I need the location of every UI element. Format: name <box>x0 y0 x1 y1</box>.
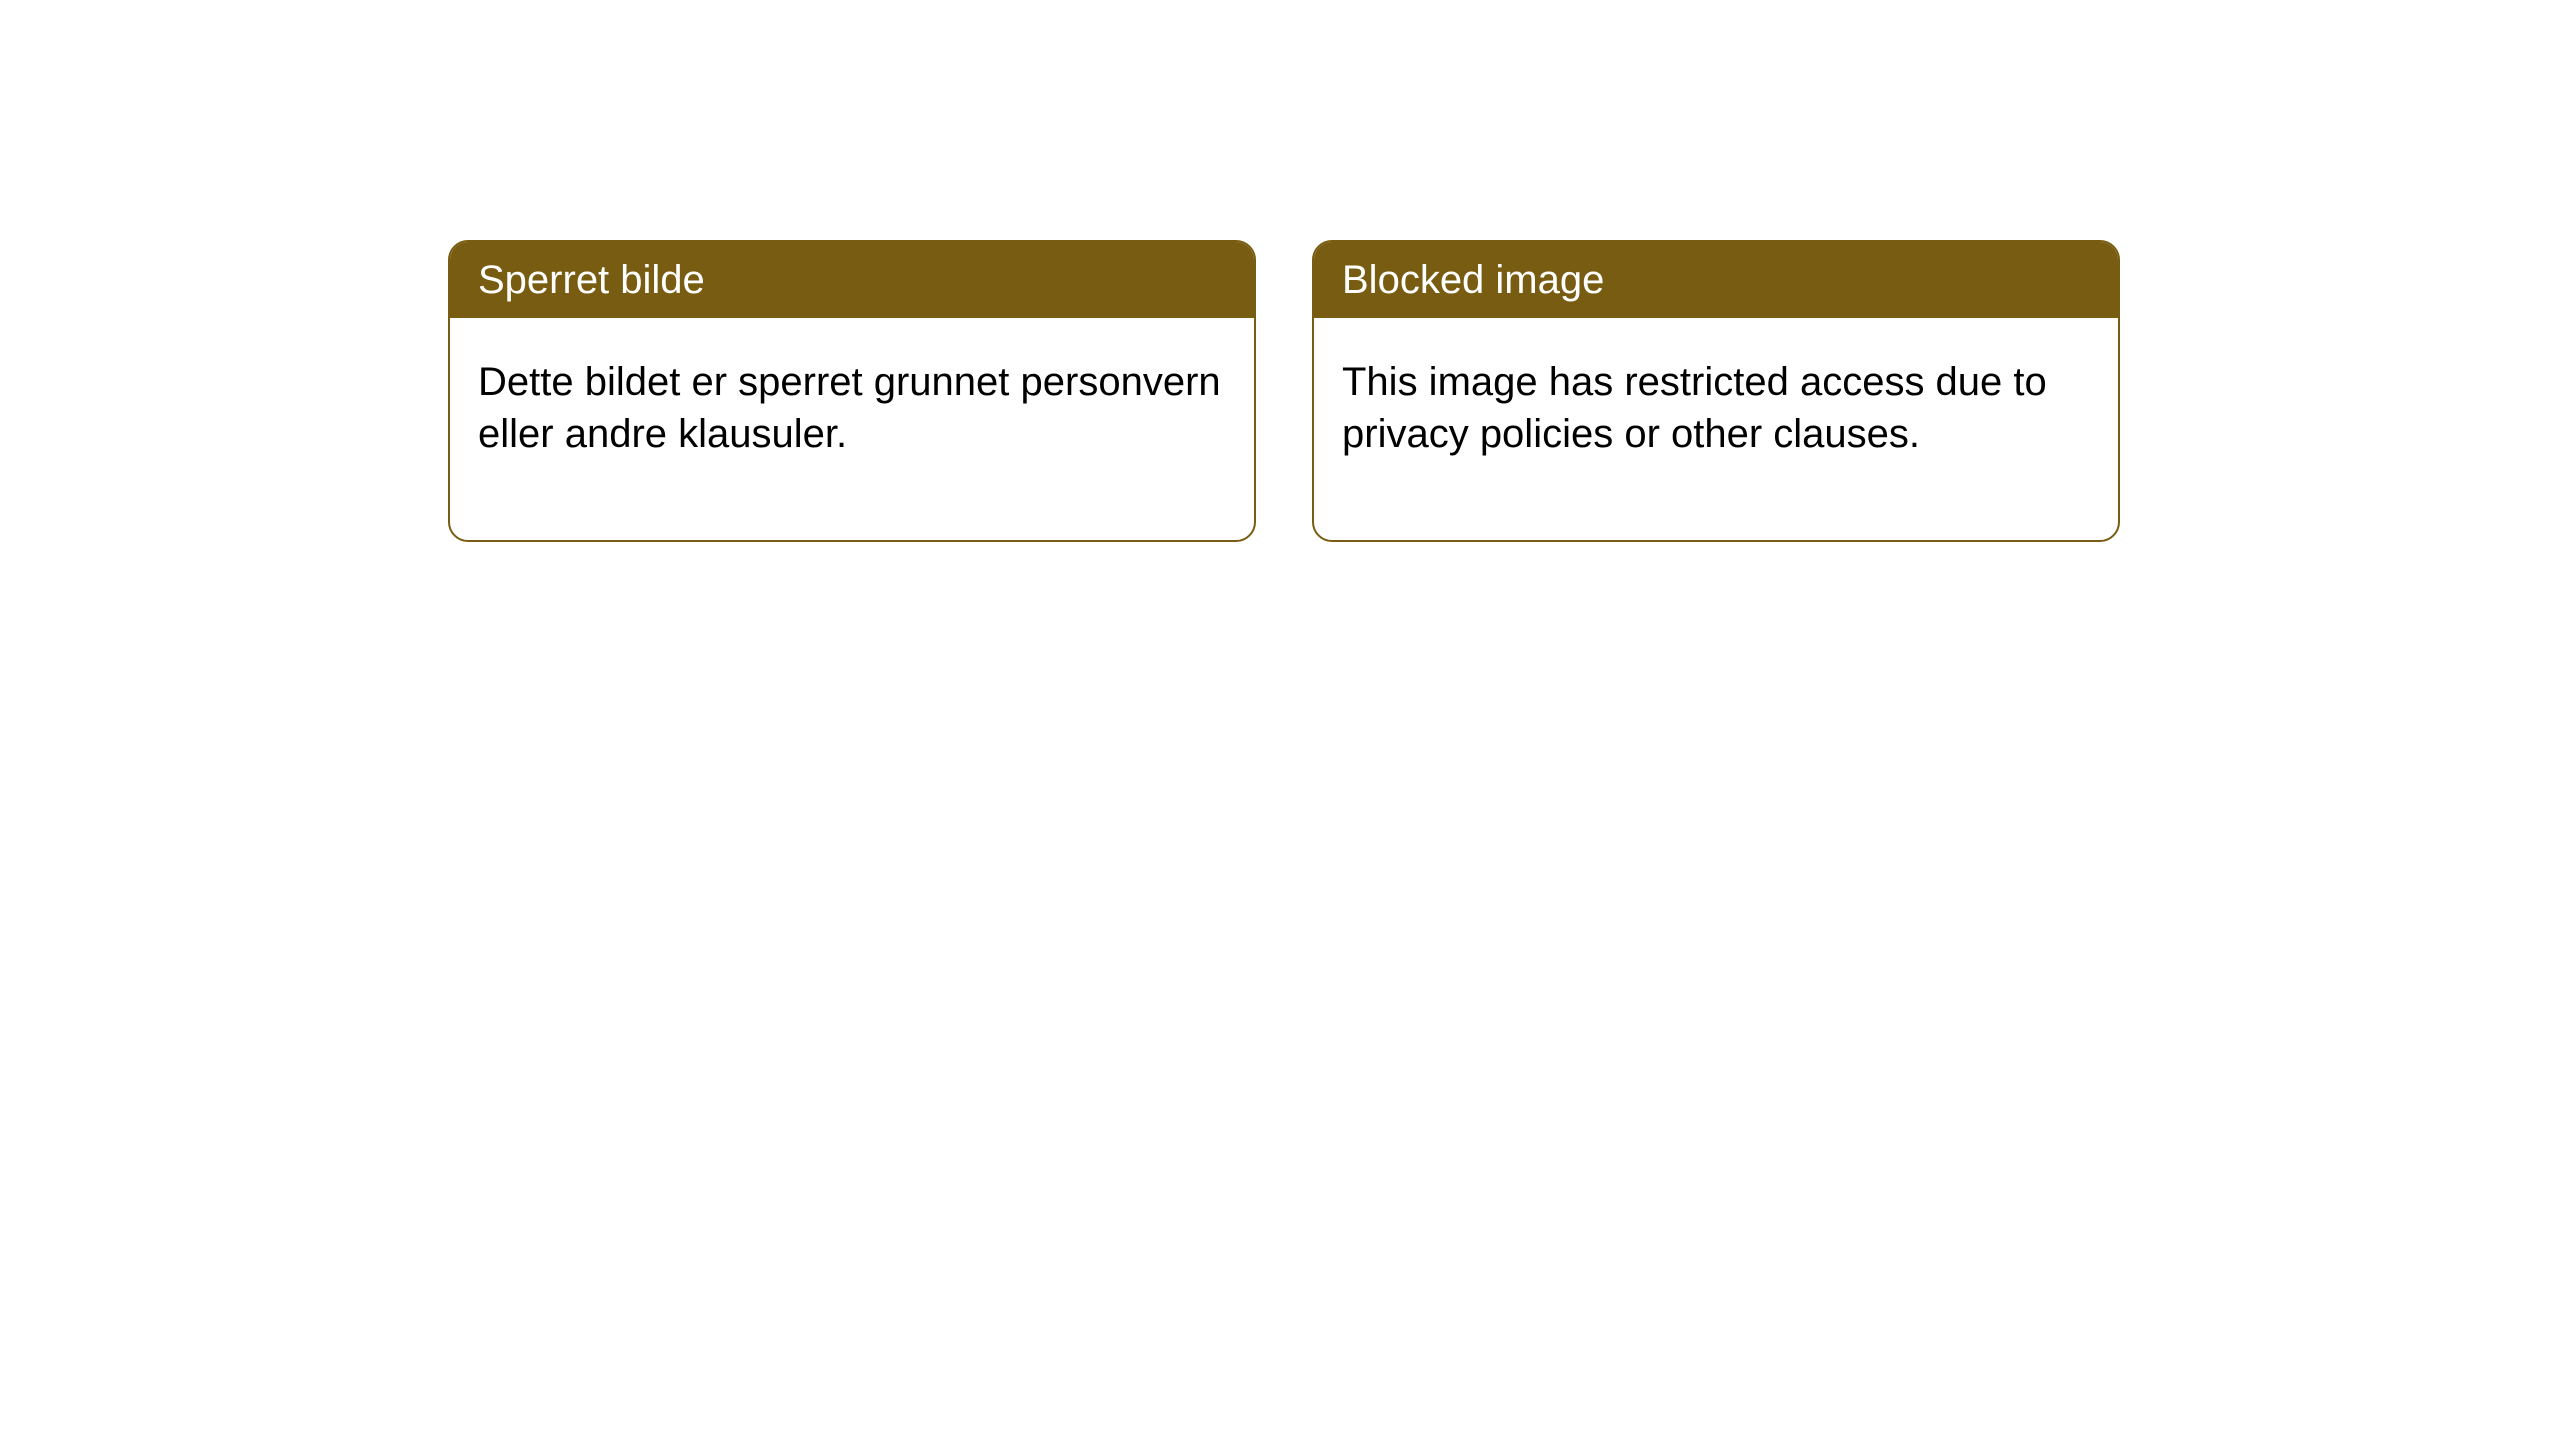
card-message: This image has restricted access due to … <box>1342 360 2047 456</box>
card-message: Dette bildet er sperret grunnet personve… <box>478 360 1221 456</box>
blocked-image-card-en: Blocked image This image has restricted … <box>1312 240 2120 542</box>
card-header: Blocked image <box>1314 242 2118 318</box>
card-body: This image has restricted access due to … <box>1314 318 2118 540</box>
card-header: Sperret bilde <box>450 242 1254 318</box>
card-body: Dette bildet er sperret grunnet personve… <box>450 318 1254 540</box>
blocked-image-card-no: Sperret bilde Dette bildet er sperret gr… <box>448 240 1256 542</box>
notice-container: Sperret bilde Dette bildet er sperret gr… <box>0 0 2560 542</box>
card-title: Blocked image <box>1342 258 1604 302</box>
card-title: Sperret bilde <box>478 258 705 302</box>
